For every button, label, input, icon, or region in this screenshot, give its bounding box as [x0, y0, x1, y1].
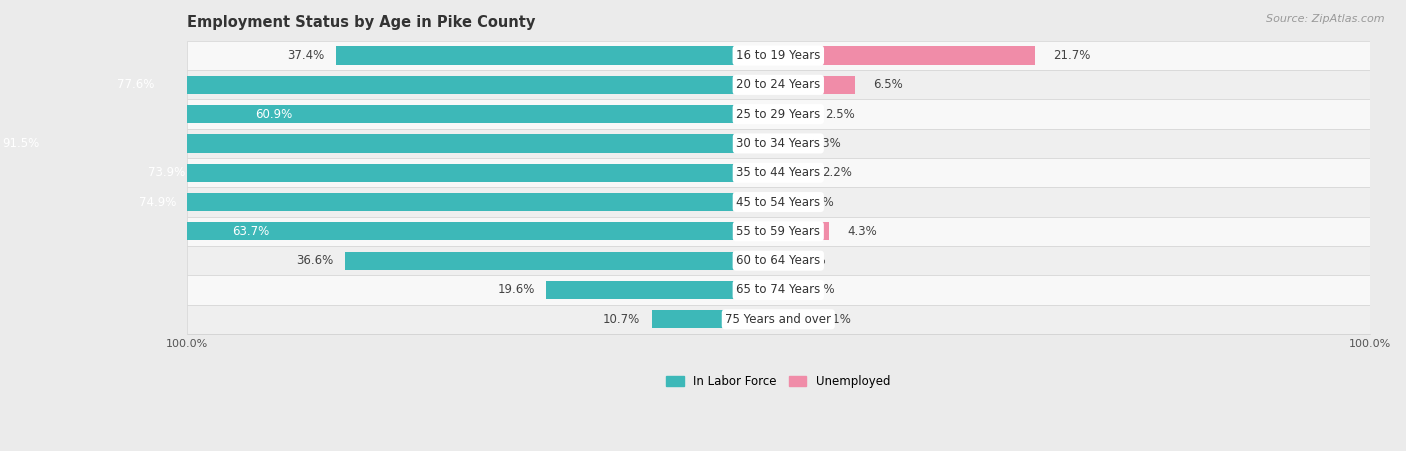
Bar [187, 188, 1369, 217]
Bar [187, 100, 1369, 129]
Text: 37.4%: 37.4% [287, 49, 323, 62]
Text: 1.3%: 1.3% [811, 137, 841, 150]
Text: 0.8%: 0.8% [806, 284, 835, 296]
Text: 77.6%: 77.6% [117, 78, 155, 92]
Legend: In Labor Force, Unemployed: In Labor Force, Unemployed [661, 370, 896, 392]
Text: 2.1%: 2.1% [821, 313, 851, 326]
Bar [779, 134, 793, 152]
Bar [779, 222, 830, 240]
Bar [547, 281, 779, 299]
Text: Source: ZipAtlas.com: Source: ZipAtlas.com [1267, 14, 1385, 23]
Bar [779, 164, 804, 182]
Bar [187, 217, 1369, 246]
Text: 30 to 34 Years: 30 to 34 Years [737, 137, 820, 150]
Bar [779, 193, 786, 211]
Text: 60.9%: 60.9% [256, 108, 292, 121]
Text: Employment Status by Age in Pike County: Employment Status by Age in Pike County [187, 15, 536, 30]
Text: 65 to 74 Years: 65 to 74 Years [737, 284, 821, 296]
Text: 60 to 64 Years: 60 to 64 Years [737, 254, 821, 267]
Bar [58, 105, 779, 123]
Text: 4.3%: 4.3% [846, 225, 877, 238]
Bar [187, 41, 1369, 70]
Text: 21.7%: 21.7% [1053, 49, 1090, 62]
Text: 25 to 29 Years: 25 to 29 Years [737, 108, 821, 121]
Bar [779, 310, 803, 328]
Bar [187, 304, 1369, 334]
Text: 63.7%: 63.7% [232, 225, 270, 238]
Bar [779, 105, 808, 123]
Bar [0, 76, 779, 94]
Bar [779, 281, 787, 299]
Bar [0, 164, 779, 182]
Bar [779, 76, 855, 94]
Text: 73.9%: 73.9% [148, 166, 184, 179]
Bar [779, 46, 1035, 64]
Bar [187, 275, 1369, 304]
Text: 10.7%: 10.7% [603, 313, 640, 326]
Bar [0, 134, 779, 152]
Text: 55 to 59 Years: 55 to 59 Years [737, 225, 820, 238]
Bar [0, 193, 779, 211]
Text: 20 to 24 Years: 20 to 24 Years [737, 78, 821, 92]
Bar [187, 70, 1369, 100]
Bar [187, 158, 1369, 188]
Text: 45 to 54 Years: 45 to 54 Years [737, 196, 820, 208]
Bar [652, 310, 779, 328]
Text: 2.2%: 2.2% [823, 166, 852, 179]
Text: 16 to 19 Years: 16 to 19 Years [737, 49, 821, 62]
Text: 35 to 44 Years: 35 to 44 Years [737, 166, 820, 179]
Bar [336, 46, 779, 64]
Text: 91.5%: 91.5% [1, 137, 39, 150]
Text: 0.0%: 0.0% [796, 254, 825, 267]
Text: 6.5%: 6.5% [873, 78, 903, 92]
Text: 75 Years and over: 75 Years and over [725, 313, 831, 326]
Bar [25, 222, 779, 240]
Text: 2.5%: 2.5% [825, 108, 855, 121]
Bar [187, 246, 1369, 275]
Text: 74.9%: 74.9% [139, 196, 177, 208]
Bar [187, 129, 1369, 158]
Text: 0.7%: 0.7% [804, 196, 834, 208]
Text: 36.6%: 36.6% [297, 254, 333, 267]
Bar [346, 252, 779, 270]
Text: 19.6%: 19.6% [498, 284, 534, 296]
